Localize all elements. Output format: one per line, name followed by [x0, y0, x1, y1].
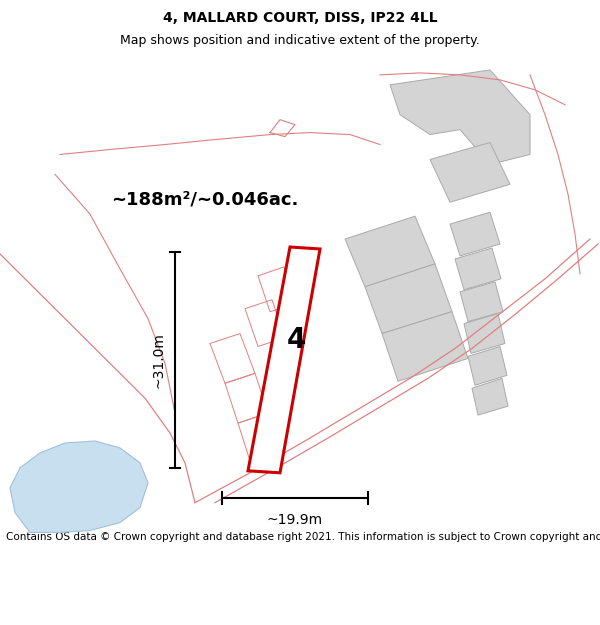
Polygon shape: [365, 264, 452, 334]
Polygon shape: [390, 70, 530, 164]
Polygon shape: [450, 212, 500, 256]
Text: ~19.9m: ~19.9m: [267, 512, 323, 527]
Polygon shape: [382, 312, 468, 381]
Polygon shape: [460, 282, 503, 322]
Polygon shape: [10, 441, 148, 532]
Text: 4, MALLARD COURT, DISS, IP22 4LL: 4, MALLARD COURT, DISS, IP22 4LL: [163, 11, 437, 25]
Text: Contains OS data © Crown copyright and database right 2021. This information is : Contains OS data © Crown copyright and d…: [6, 532, 600, 542]
Polygon shape: [464, 314, 505, 354]
Polygon shape: [472, 378, 508, 415]
Polygon shape: [430, 142, 510, 202]
Polygon shape: [455, 248, 501, 290]
Text: ~188m²/~0.046ac.: ~188m²/~0.046ac.: [112, 190, 299, 208]
Polygon shape: [345, 216, 435, 287]
Text: 4: 4: [287, 326, 306, 354]
Polygon shape: [468, 346, 507, 385]
Text: Map shows position and indicative extent of the property.: Map shows position and indicative extent…: [120, 34, 480, 47]
Text: ~31.0m: ~31.0m: [152, 332, 166, 388]
Polygon shape: [248, 247, 320, 472]
